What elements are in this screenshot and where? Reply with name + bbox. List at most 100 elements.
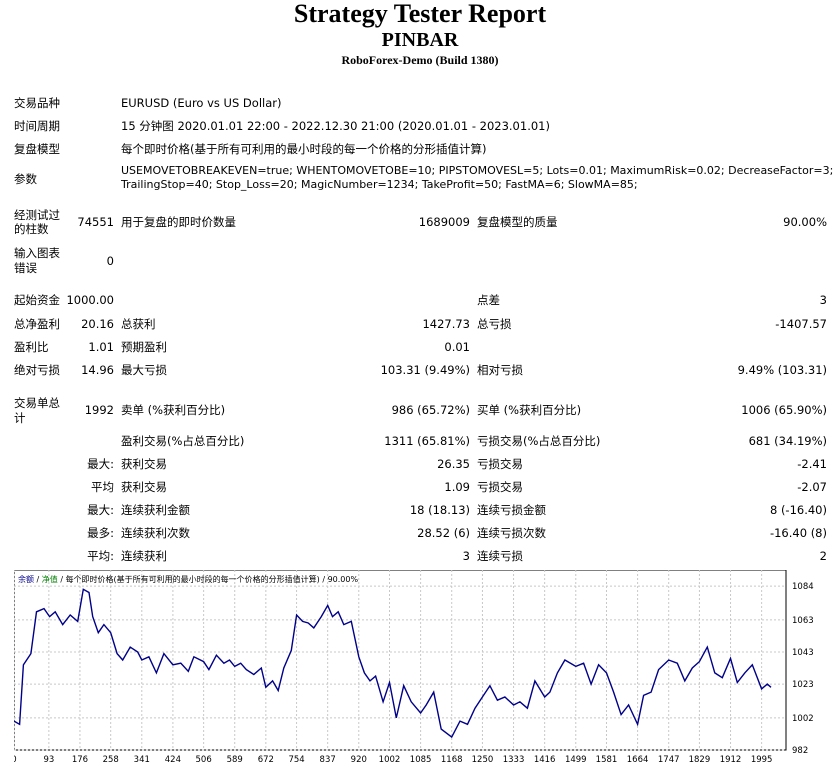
x-tick-label: 424: [165, 755, 181, 765]
largest-loss-label: 亏损交易: [477, 457, 523, 471]
maximal-cons-profit-value: 28.52 (6): [417, 526, 470, 540]
max-drawdown-value: 103.31 (9.49%): [380, 363, 470, 377]
loss-trades-value: 681 (34.19%): [748, 434, 827, 448]
x-tick-label: 672: [258, 755, 274, 765]
gross-loss-label: 总亏损: [477, 317, 512, 331]
x-tick-label: 589: [227, 755, 243, 765]
average-profit-value: 1.09: [444, 480, 470, 494]
quality-label: 复盘模型的质量: [477, 215, 558, 229]
x-tick-label: 506: [196, 755, 212, 765]
max-cons-wins-label: 连续获利金额: [121, 503, 190, 517]
x-tick-label: 1085: [410, 755, 432, 765]
short-trades-value: 986 (65.72%): [391, 403, 470, 417]
balance-series-line: [14, 588, 772, 739]
net-profit-value: 20.16: [81, 317, 114, 331]
largest-label: 最大:: [87, 457, 114, 471]
gross-profit-value: 1427.73: [422, 317, 470, 331]
server-build: RoboForex-Demo (Build 1380): [341, 53, 499, 67]
x-tick-label: 1912: [720, 755, 742, 765]
x-tick-label: 1168: [441, 755, 463, 765]
rel-drawdown-label: 相对亏损: [477, 363, 523, 377]
abs-drawdown-label: 绝对亏损: [14, 363, 60, 377]
x-tick-label: 1664: [627, 755, 649, 765]
params-label: 参数: [14, 172, 37, 186]
legend-equity: 净值: [42, 574, 58, 584]
max-cons-losses-label: 连续亏损金额: [477, 503, 546, 517]
payoff-value: 0.01: [444, 340, 470, 354]
x-tick-label: 176: [72, 755, 88, 765]
x-tick-label: 1829: [689, 755, 711, 765]
period-value: 15 分钟图 2020.01.01 22:00 - 2022.12.30 21:…: [121, 119, 550, 133]
avg-cons-wins-label: 连续获利: [121, 549, 167, 563]
largest-loss-value: -2.41: [797, 457, 827, 471]
x-tick-label: 1581: [596, 755, 618, 765]
bars-label-2: 的柱数: [14, 222, 49, 236]
params-line-1: USEMOVETOBREAKEVEN=true; WHENTOMOVETOBE=…: [121, 164, 834, 177]
avg-cons-losses-label: 连续亏损: [477, 549, 523, 563]
short-trades-label: 卖单 (%获利百分比): [121, 403, 226, 417]
maximal-cons-profit-label: 连续获利次数: [121, 526, 190, 540]
y-tick-label: 1023: [792, 680, 814, 690]
quality-value: 90.00%: [783, 215, 827, 229]
x-tick-label: 1747: [658, 755, 680, 765]
rel-drawdown-value: 9.49% (103.31): [737, 363, 827, 377]
profit-trades-label: 盈利交易(%占总百分比): [121, 434, 245, 448]
symbol-label: 交易品种: [14, 96, 60, 110]
period-label: 时间周期: [14, 119, 60, 133]
abs-drawdown-value: 14.96: [81, 363, 114, 377]
net-profit-label: 总净盈利: [14, 317, 60, 331]
balance-chart: 982 1002 1023 1043 1063 1084 0 93 176 258 341 424 5…: [14, 570, 814, 765]
largest-profit-value: 26.35: [437, 457, 470, 471]
ticks-value: 1689009: [418, 215, 470, 229]
legend-separator: /: [34, 575, 42, 584]
spread-value: 3: [819, 293, 827, 307]
max-cons-wins-value: 18 (18.13): [409, 503, 470, 517]
spread-label: 点差: [477, 293, 500, 307]
errors-label-2: 错误: [14, 261, 37, 275]
x-tick-label: 1995: [751, 755, 773, 765]
y-tick-label: 1002: [792, 714, 814, 724]
x-tick-label: 1499: [565, 755, 587, 765]
deposit-value: 1000.00: [66, 293, 114, 307]
x-tick-label: 920: [351, 755, 367, 765]
bars-value: 74551: [77, 215, 114, 229]
x-tick-label: 1416: [534, 755, 556, 765]
x-tick-label: 258: [103, 755, 119, 765]
avg-cons-wins-value: 3: [462, 549, 470, 563]
loss-trades-label: 亏损交易(%占总百分比): [477, 434, 601, 448]
x-tick-label: 1250: [472, 755, 494, 765]
y-tick-label: 982: [792, 746, 808, 756]
gross-loss-value: -1407.57: [775, 317, 827, 331]
expert-name: PINBAR: [381, 29, 459, 51]
profit-factor-value: 1.01: [88, 340, 114, 354]
errors-value: 0: [106, 254, 114, 268]
total-trades-value: 1992: [84, 403, 114, 417]
max-cons-losses-value: 8 (-16.40): [769, 503, 827, 517]
symbol-value: EURUSD (Euro vs US Dollar): [121, 96, 282, 110]
report-title: Strategy Tester Report: [293, 0, 547, 28]
bars-label-1: 经测试过: [14, 208, 60, 222]
legend-balance: 余额: [18, 574, 34, 584]
gross-profit-label: 总获利: [121, 317, 156, 331]
params-line-2: TrailingStop=40; Stop_Loss=20; MagicNumb…: [121, 178, 638, 191]
legend-rest: / 每个即时价格(基于所有可利用的最小时段的每一个价格的分形插值计算) / 90…: [58, 574, 359, 584]
profit-trades-value: 1311 (65.81%): [384, 434, 470, 448]
total-trades-label-2: 计: [14, 411, 26, 425]
maximal-cons-loss-value: -16.40 (8): [769, 526, 827, 540]
deposit-label: 起始资金: [14, 293, 60, 307]
average-loss-value: -2.07: [797, 480, 827, 494]
max-cons-label: 最大:: [87, 503, 114, 517]
average-loss-label: 亏损交易: [477, 480, 523, 494]
x-tick-label: 93: [43, 755, 54, 765]
y-axis-ticks: 982 1002 1023 1043 1063 1084: [792, 582, 814, 756]
ticks-label: 用于复盘的即时价数量: [121, 215, 236, 229]
avg-cons-losses-value: 2: [819, 549, 827, 563]
maximal-cons-label: 最多:: [87, 526, 114, 540]
model-value: 每个即时价格(基于所有可利用的最小时段的每一个价格的分形插值计算): [121, 142, 487, 156]
chart-legend: 余额 / 净值 / 每个即时价格(基于所有可利用的最小时段的每一个价格的分形插值…: [18, 574, 358, 584]
errors-label-1: 输入图表: [14, 246, 60, 260]
x-tick-label: 837: [320, 755, 336, 765]
profit-factor-label: 盈利比: [14, 340, 49, 354]
max-drawdown-label: 最大亏损: [121, 363, 167, 377]
long-trades-label: 买单 (%获利百分比): [477, 403, 582, 417]
